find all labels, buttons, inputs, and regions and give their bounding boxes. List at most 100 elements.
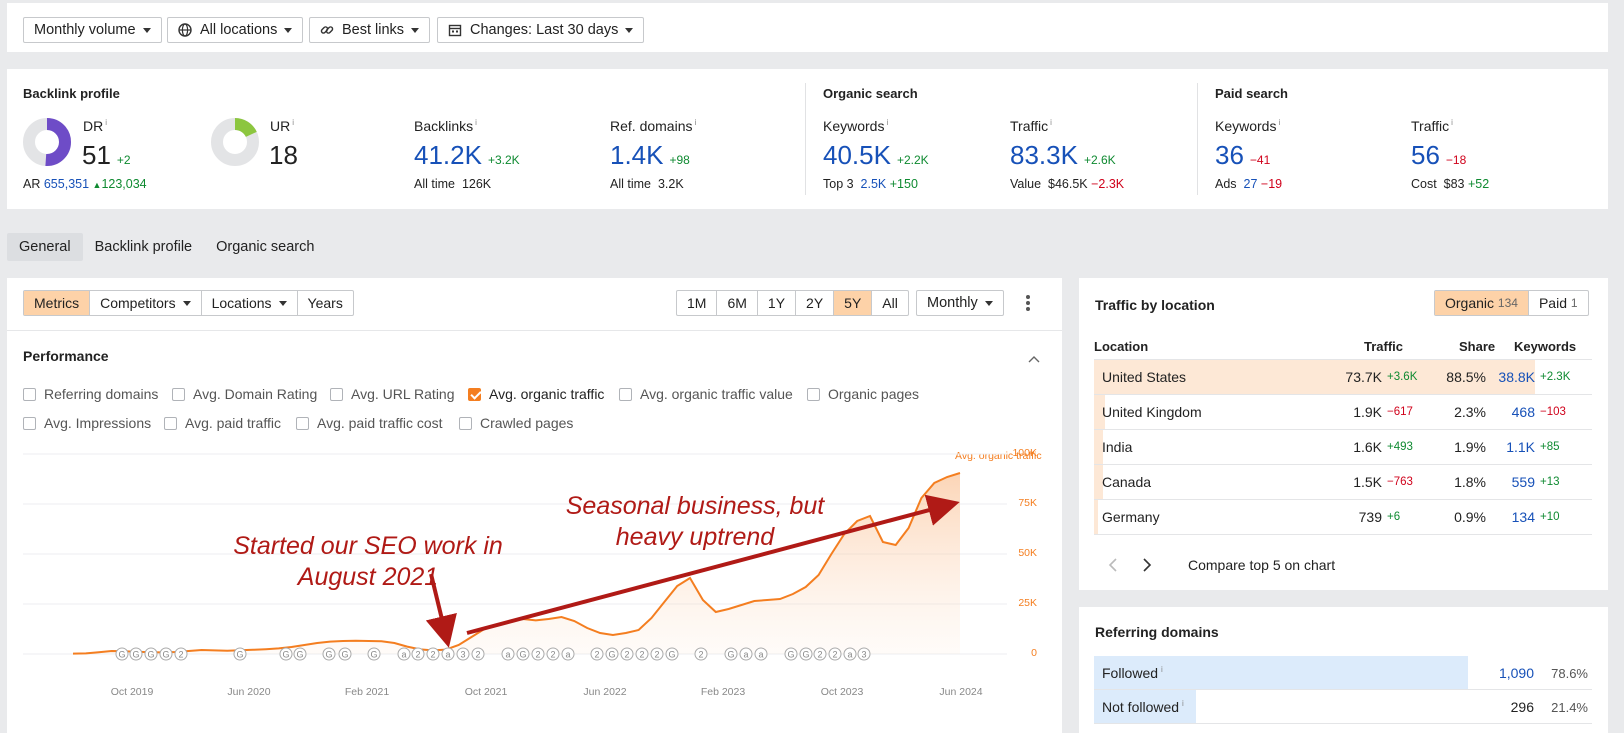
checkbox-avg-impressions[interactable]: Avg. Impressions xyxy=(23,415,151,431)
data-point[interactable] xyxy=(71,652,75,656)
organic-keywords-value[interactable]: 40.5K +2.2K xyxy=(823,140,929,170)
event-marker[interactable]: G xyxy=(367,647,381,661)
event-marker[interactable]: 2 xyxy=(828,647,842,661)
info-icon[interactable]: i xyxy=(475,118,477,128)
data-point[interactable] xyxy=(662,600,666,604)
event-marker[interactable]: G xyxy=(159,647,173,661)
data-point[interactable] xyxy=(598,631,602,635)
best-links-dropdown[interactable]: Best links xyxy=(309,17,431,43)
data-point[interactable] xyxy=(200,648,204,652)
keywords-cell[interactable]: 468 xyxy=(1511,404,1535,420)
event-marker[interactable]: 2 xyxy=(620,647,634,661)
data-point[interactable] xyxy=(315,641,319,645)
data-point[interactable] xyxy=(817,573,821,577)
data-point[interactable] xyxy=(264,647,268,651)
event-marker[interactable]: a xyxy=(441,647,455,661)
info-icon[interactable]: i xyxy=(292,118,295,128)
keywords-cell[interactable]: 38.8K xyxy=(1498,369,1535,385)
competitors-dropdown[interactable]: Competitors xyxy=(90,291,202,315)
event-marker[interactable]: G xyxy=(129,647,143,661)
event-marker[interactable]: G xyxy=(233,647,247,661)
event-marker[interactable]: G xyxy=(144,647,158,661)
data-point[interactable] xyxy=(688,576,692,580)
data-point[interactable] xyxy=(97,650,101,654)
info-icon[interactable]: i xyxy=(1182,699,1184,709)
tab-general[interactable]: General xyxy=(7,233,83,261)
data-point[interactable] xyxy=(804,585,808,589)
event-marker[interactable]: 2 xyxy=(426,647,440,661)
data-point[interactable] xyxy=(932,481,936,485)
data-point[interactable] xyxy=(765,598,769,602)
data-point[interactable] xyxy=(752,599,756,603)
data-point[interactable] xyxy=(958,471,962,475)
event-marker[interactable]: 2 xyxy=(174,647,188,661)
data-point[interactable] xyxy=(354,639,358,643)
range-2y-button[interactable]: 2Y xyxy=(796,291,835,315)
data-point[interactable] xyxy=(945,475,949,479)
event-marker[interactable]: G xyxy=(516,647,530,661)
info-icon[interactable]: i xyxy=(105,118,108,128)
info-icon[interactable]: i xyxy=(694,118,697,128)
table-row[interactable]: Germany 739 +6 0.9% 134 +10 xyxy=(1094,500,1592,535)
info-icon[interactable]: i xyxy=(1161,665,1163,675)
event-marker[interactable]: 2 xyxy=(635,647,649,661)
checkbox-referring-domains[interactable]: Referring domains xyxy=(23,386,158,402)
data-point[interactable] xyxy=(547,617,551,621)
event-marker[interactable]: 2 xyxy=(546,647,560,661)
interval-dropdown[interactable]: Monthly xyxy=(916,290,1004,316)
tab-backlink-profile[interactable]: Backlink profile xyxy=(94,239,193,255)
table-row[interactable]: United Kingdom 1.9K −617 2.3% 468 −103 xyxy=(1094,395,1592,430)
table-row[interactable]: Not followed i 296 21.4% xyxy=(1094,690,1592,724)
checkbox-avg-url-rating[interactable]: Avg. URL Rating xyxy=(330,386,455,402)
info-icon[interactable]: i xyxy=(1451,118,1453,128)
event-marker[interactable]: 2 xyxy=(650,647,664,661)
organic-traffic-value[interactable]: 83.3K +2.6K xyxy=(1010,140,1116,170)
checkbox-avg-paid-traffic-cost[interactable]: Avg. paid traffic cost xyxy=(296,415,443,431)
organic-toggle[interactable]: Organic 134 xyxy=(1435,291,1529,315)
data-point[interactable] xyxy=(572,619,576,623)
data-point[interactable] xyxy=(637,628,641,632)
locations-chart-dropdown[interactable]: Locations xyxy=(202,291,298,315)
event-marker[interactable]: a xyxy=(843,647,857,661)
event-marker[interactable]: G xyxy=(279,647,293,661)
event-marker[interactable]: G xyxy=(724,647,738,661)
rd-value[interactable]: 1,090 xyxy=(1498,665,1534,681)
event-marker[interactable]: a xyxy=(397,647,411,661)
data-point[interactable] xyxy=(328,640,332,644)
data-point[interactable] xyxy=(881,540,885,544)
tab-organic-search[interactable]: Organic search xyxy=(216,239,315,255)
event-marker[interactable]: 2 xyxy=(531,647,545,661)
data-point[interactable] xyxy=(367,639,371,643)
data-point[interactable] xyxy=(457,643,461,647)
data-point[interactable] xyxy=(791,592,795,596)
event-marker[interactable]: G xyxy=(322,647,336,661)
data-point[interactable] xyxy=(649,616,653,620)
event-marker[interactable]: 2 xyxy=(694,647,708,661)
event-marker[interactable]: a xyxy=(561,647,575,661)
range-5y-button[interactable]: 5Y xyxy=(834,291,873,315)
data-point[interactable] xyxy=(624,631,628,635)
data-point[interactable] xyxy=(907,526,911,530)
monthly-volume-dropdown[interactable]: Monthly volume xyxy=(23,17,162,43)
data-point[interactable] xyxy=(392,641,396,645)
keywords-cell[interactable]: 1.1K xyxy=(1506,439,1535,455)
range-1y-button[interactable]: 1Y xyxy=(758,291,797,315)
keywords-cell[interactable]: 134 xyxy=(1511,509,1535,525)
checkbox-avg-organic-traffic-value[interactable]: Avg. organic traffic value xyxy=(619,386,793,402)
checkbox-crawled-pages[interactable]: Crawled pages xyxy=(459,415,573,431)
collapse-icon[interactable] xyxy=(1028,350,1040,366)
paid-toggle[interactable]: Paid 1 xyxy=(1538,295,1578,311)
event-marker[interactable]: G xyxy=(293,647,307,661)
data-point[interactable] xyxy=(290,645,294,649)
locations-dropdown[interactable]: All locations xyxy=(167,17,304,43)
data-point[interactable] xyxy=(919,496,923,500)
paid-traffic-value[interactable]: 56 −18 xyxy=(1411,140,1467,170)
checkbox-avg-paid-traffic[interactable]: Avg. paid traffic xyxy=(164,415,281,431)
data-point[interactable] xyxy=(110,649,114,653)
info-icon[interactable]: i xyxy=(1050,118,1052,128)
event-marker[interactable]: 3 xyxy=(857,647,871,661)
data-point[interactable] xyxy=(868,514,872,518)
event-marker[interactable]: G xyxy=(665,647,679,661)
range-1m-button[interactable]: 1M xyxy=(677,291,718,315)
data-point[interactable] xyxy=(212,648,216,652)
